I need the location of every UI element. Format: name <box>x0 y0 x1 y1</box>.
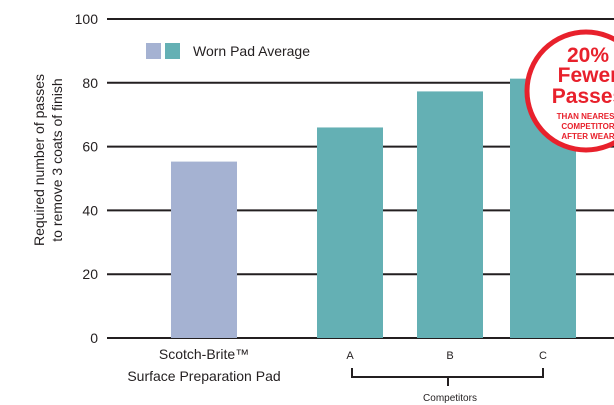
callout-circle <box>524 29 614 153</box>
bracket-line <box>351 368 544 386</box>
x-axis-labels: Scotch-Brite™ Surface Preparation Pad A B C <box>127 346 547 384</box>
x-tick-label: C <box>539 350 547 362</box>
y-tick-label: 60 <box>82 139 98 155</box>
y-tick-label: 100 <box>75 11 99 27</box>
y-axis-title-line2: to remove 3 coats of finish <box>49 78 65 241</box>
y-tick-label: 0 <box>90 330 98 346</box>
legend-swatch-competitors <box>165 43 180 59</box>
competitors-label: Competitors <box>423 393 477 404</box>
callout-small-1: THAN NEAREST <box>557 112 614 121</box>
legend-swatch-scotch-brite <box>146 43 161 59</box>
x-tick-label: Scotch-Brite™ <box>159 346 249 362</box>
callout-small-2: COMPETITOR <box>561 122 614 131</box>
callout-fewer: Fewer <box>558 64 614 87</box>
x-tick-label: A <box>346 350 354 362</box>
competitors-bracket: Competitors <box>351 368 544 404</box>
callout-small-3: AFTER WEAR <box>561 132 614 141</box>
y-tick-label: 20 <box>82 266 98 282</box>
bar <box>171 161 237 338</box>
callout-passes: Passes <box>552 85 614 108</box>
callout-percent: 20% <box>567 44 609 67</box>
legend-label: Worn Pad Average <box>193 43 310 59</box>
y-tick-label: 80 <box>82 75 98 91</box>
x-tick-label: B <box>446 350 453 362</box>
x-tick-label: Surface Preparation Pad <box>127 368 280 384</box>
y-axis-title-line1: Required number of passes <box>31 74 47 246</box>
bar <box>417 91 483 339</box>
callout-badge: 20% Fewer Passes THAN NEAREST COMPETITOR… <box>524 29 614 153</box>
bars <box>171 78 576 339</box>
y-tick-label: 40 <box>82 202 98 218</box>
y-axis-ticks: 0 20 40 60 80 100 <box>75 11 99 346</box>
legend: Worn Pad Average <box>146 43 310 59</box>
bar <box>317 127 383 339</box>
